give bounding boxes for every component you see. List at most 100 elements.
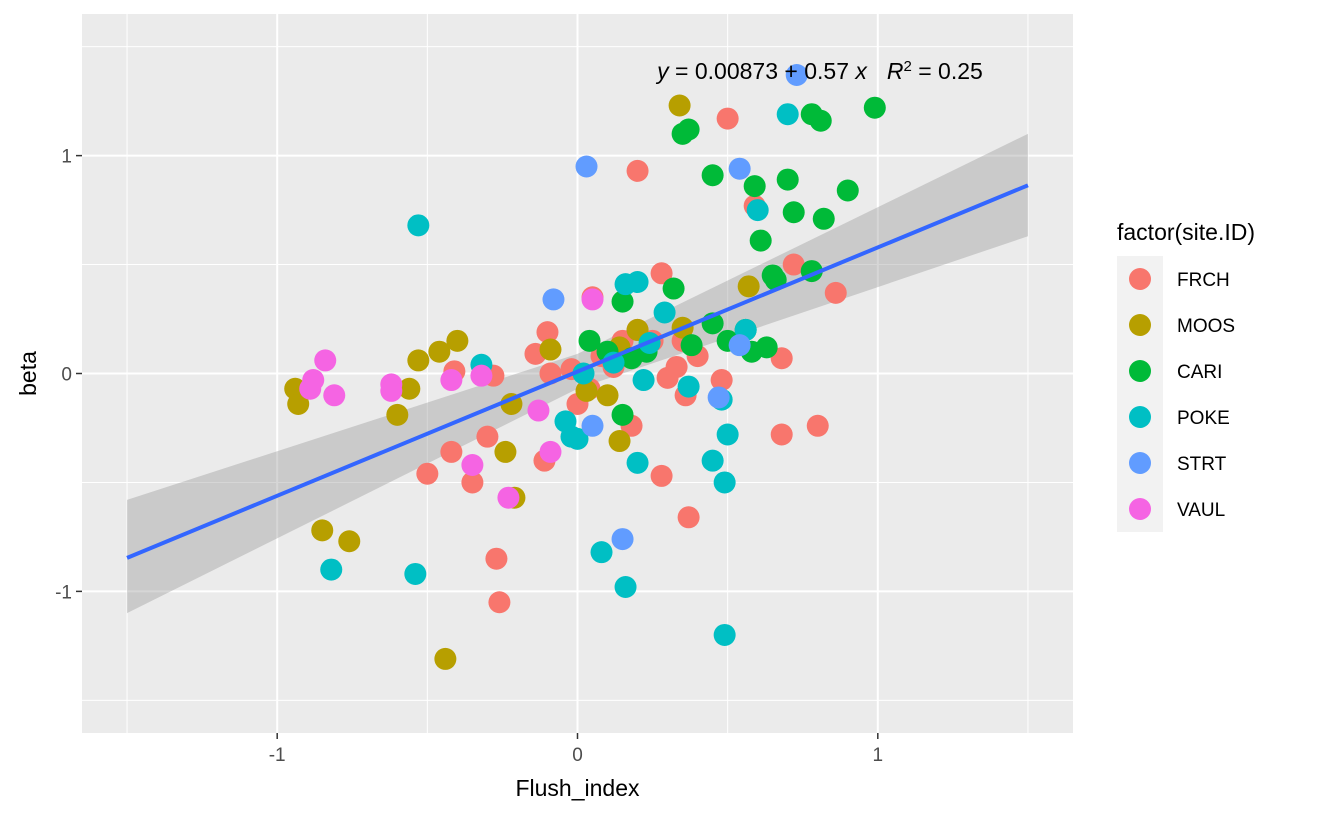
point-vaul (323, 384, 346, 407)
point-strt (575, 155, 598, 178)
equation-y: y (655, 58, 670, 84)
point-strt (542, 288, 565, 311)
x-tick-label: 0 (572, 745, 583, 766)
legend: factor(site.ID) FRCH MOOS CARI POKE STRT VAUL (1117, 219, 1255, 532)
legend-key-strt (1129, 452, 1151, 474)
point-moos (407, 349, 430, 372)
point-poke (590, 541, 613, 564)
point-vaul (527, 399, 550, 422)
point-strt (785, 64, 808, 87)
point-poke (407, 214, 430, 237)
point-frch (416, 462, 439, 485)
point-frch (716, 107, 739, 130)
point-moos (539, 338, 562, 361)
point-poke (320, 558, 343, 581)
point-cari (749, 229, 772, 252)
point-strt (611, 528, 634, 551)
x-tick-label: 1 (873, 745, 884, 766)
point-vaul (440, 369, 463, 392)
regression-line (126, 183, 1029, 560)
point-poke (746, 199, 769, 222)
point-cari (755, 336, 778, 359)
point-vaul (497, 486, 520, 509)
point-cari (836, 179, 859, 202)
point-cari (680, 334, 703, 357)
point-vaul (539, 440, 562, 463)
point-strt (728, 334, 751, 357)
legend-label-poke: POKE (1177, 408, 1230, 429)
legend-key-moos (1129, 314, 1151, 336)
point-poke (626, 451, 649, 474)
point-vaul (380, 379, 403, 402)
point-cari (611, 290, 634, 313)
point-poke (404, 562, 427, 585)
point-frch (650, 464, 673, 487)
equation-r: R (887, 58, 904, 84)
point-poke (614, 576, 637, 599)
point-poke (626, 270, 649, 293)
legend-key-frch (1129, 268, 1151, 290)
point-moos (575, 379, 598, 402)
point-moos (311, 519, 334, 542)
point-cari (776, 168, 799, 191)
y-tick-label: 1 (61, 147, 72, 168)
point-strt (728, 157, 751, 180)
point-moos (386, 403, 409, 426)
point-frch (710, 369, 733, 392)
legend-label-vaul: VAUL (1177, 500, 1225, 521)
point-cari (863, 96, 886, 119)
point-poke (653, 301, 676, 324)
point-cari (743, 175, 766, 198)
point-frch (677, 506, 700, 529)
point-frch (488, 591, 511, 614)
point-cari (812, 207, 835, 230)
point-moos (446, 329, 469, 352)
x-axis-ticks: -1 0 1 (269, 733, 883, 766)
point-frch (824, 281, 847, 304)
point-moos (668, 94, 691, 117)
legend-key-cari (1129, 360, 1151, 382)
point-cari (701, 164, 724, 187)
point-moos (428, 340, 451, 363)
legend-label-frch: FRCH (1177, 270, 1230, 291)
point-poke (713, 471, 736, 494)
equation-x: x (854, 58, 868, 84)
point-moos (398, 377, 421, 400)
point-frch (770, 423, 793, 446)
point-frch (782, 253, 805, 276)
point-poke (776, 103, 799, 126)
point-vaul (314, 349, 337, 372)
x-axis-label: Flush_index (515, 775, 640, 801)
legend-label-cari: CARI (1177, 362, 1222, 383)
point-poke (566, 427, 589, 450)
point-moos (737, 275, 760, 298)
point-moos (608, 430, 631, 453)
legend-key-vaul (1129, 498, 1151, 520)
point-vaul (299, 377, 322, 400)
legend-label-strt: STRT (1177, 454, 1227, 475)
point-strt (581, 414, 604, 437)
point-poke (716, 423, 739, 446)
equation-coefficients: = 0.00873 + 0.57 (669, 58, 856, 84)
point-vaul (470, 364, 493, 387)
point-moos (596, 384, 619, 407)
point-vaul (461, 454, 484, 477)
point-vaul (581, 288, 604, 311)
y-tick-label: -1 (55, 582, 72, 603)
point-frch (440, 440, 463, 463)
y-axis-label: beta (15, 351, 41, 396)
legend-label-moos: MOOS (1177, 316, 1235, 337)
point-frch (665, 355, 688, 378)
point-frch (536, 321, 559, 344)
point-frch (650, 262, 673, 285)
y-tick-label: 0 (61, 365, 72, 386)
point-frch (476, 425, 499, 448)
point-poke (632, 369, 655, 392)
legend-key-poke (1129, 406, 1151, 428)
legend-keys-background (1117, 256, 1163, 532)
point-poke (713, 623, 736, 646)
equation-r-superscript: 2 (904, 58, 912, 75)
point-cari (782, 201, 805, 224)
point-frch (461, 471, 484, 494)
point-frch (626, 159, 649, 182)
